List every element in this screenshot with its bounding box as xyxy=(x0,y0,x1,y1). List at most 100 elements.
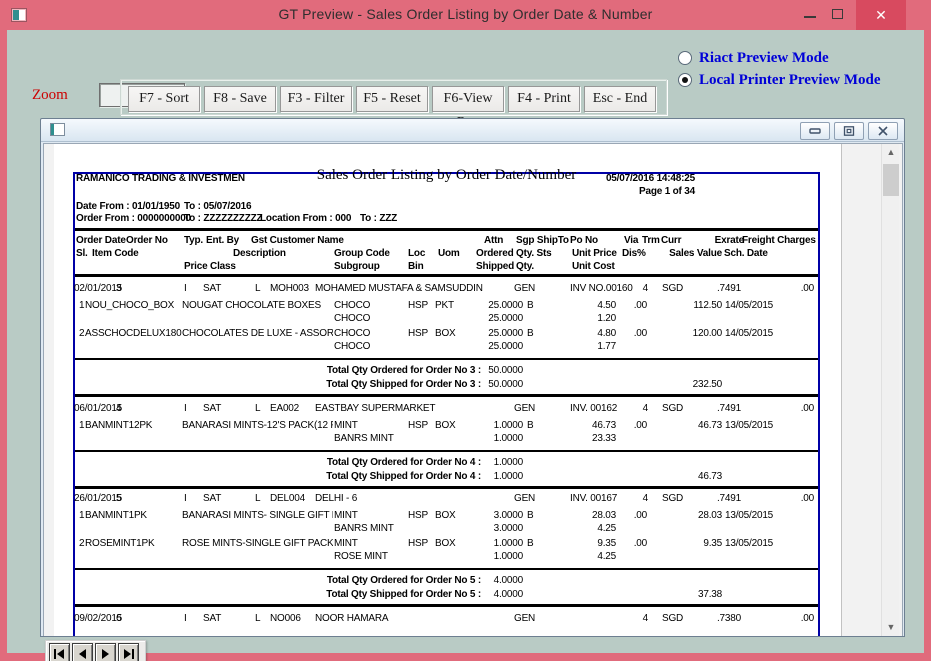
next-page-button[interactable] xyxy=(95,643,116,661)
view-rep-button[interactable]: F6-View Rep xyxy=(432,86,504,130)
filter-button[interactable]: F3 - Filter xyxy=(280,86,352,112)
report-cell: .00 xyxy=(633,538,648,549)
report-cell: Total Qty Ordered for Order No 3 : xyxy=(326,365,481,376)
report-cell: CHOCO xyxy=(334,300,371,311)
report-cell: 23.33 xyxy=(591,433,616,444)
report-separator-rule xyxy=(75,450,818,452)
report-cell: Sl. xyxy=(76,248,88,259)
report-cell: GEN xyxy=(514,283,536,294)
report-cell: NOUGAT CHOCOLATE BOXES xyxy=(182,300,321,311)
end-button[interactable]: Esc - End xyxy=(584,86,656,112)
report-cell: Ent. By xyxy=(206,235,240,246)
report-cell: B xyxy=(527,300,534,311)
previous-page-button[interactable] xyxy=(72,643,93,661)
last-page-button[interactable] xyxy=(118,643,139,661)
report-cell: Total Qty Shipped for Order No 5 : xyxy=(326,589,481,600)
radio-icon[interactable] xyxy=(678,51,692,65)
report-cell: 4.25 xyxy=(597,523,616,534)
report-cell: 1.0000 xyxy=(493,551,524,562)
report-cell: NOOR HAMARA xyxy=(315,613,389,624)
report-cell: HSP xyxy=(408,300,428,311)
report-cell: Group Code xyxy=(334,248,390,259)
save-button[interactable]: F8 - Save xyxy=(204,86,276,112)
radio-label: Riact Preview Mode xyxy=(699,50,829,66)
report-cell: 1 xyxy=(79,420,85,431)
preview-restore-button[interactable] xyxy=(834,122,864,140)
report-cell: .7491 xyxy=(716,403,741,414)
report-cell: B xyxy=(527,328,534,339)
close-button[interactable]: ✕ xyxy=(856,0,906,30)
report-cell: 13/05/2015 xyxy=(725,510,774,521)
report-cell: 05/07/2016 14:48:25 xyxy=(605,173,695,184)
report-cell: Dis% xyxy=(622,248,646,259)
vertical-scrollbar[interactable]: ▲ ▼ xyxy=(881,144,899,636)
report-cell: Sgp ShipTo xyxy=(516,235,569,246)
report-cell: 9.35 xyxy=(703,538,722,549)
report-cell: DELHI - 6 xyxy=(315,493,358,504)
report-cell: HSP xyxy=(408,510,428,521)
report-cell: Gst Customer Name xyxy=(251,235,344,246)
report-cell: Order No xyxy=(126,235,168,246)
maximize-button[interactable] xyxy=(824,0,852,30)
preview-minimize-button[interactable] xyxy=(800,122,830,140)
report-cell: INV. 00167 xyxy=(570,493,618,504)
report-cell: 6 xyxy=(116,613,122,624)
report-cell: Exrate xyxy=(714,235,745,246)
report-cell: MOH003 xyxy=(270,283,309,294)
report-cell: I xyxy=(184,613,187,624)
report-cell: 25.0000 xyxy=(488,341,523,352)
report-cell: BANMINT1PK xyxy=(85,510,147,521)
report-cell: 4.50 xyxy=(597,300,616,311)
report-cell: Loc xyxy=(408,248,426,259)
report-cell: Date From : 01/01/1950 xyxy=(76,201,180,212)
report-cell: L xyxy=(255,613,261,624)
report-cell: CHOCO xyxy=(334,328,371,339)
report-cell: INV NO.00160 xyxy=(570,283,633,294)
report-cell: Unit Price xyxy=(572,248,617,259)
scroll-up-icon[interactable]: ▲ xyxy=(886,147,896,157)
report-cell: To : ZZZZZZZZZZ xyxy=(184,213,263,224)
scroll-down-icon[interactable]: ▼ xyxy=(886,622,896,632)
radio-icon[interactable] xyxy=(678,73,692,87)
report-cell: BANRS MINT xyxy=(334,433,394,444)
report-cell: INV. 00162 xyxy=(570,403,618,414)
report-cell: Sales Value xyxy=(669,248,722,259)
report-cell: 25.0000 xyxy=(488,328,523,339)
report-cell: Order Date xyxy=(76,235,126,246)
zoom-label: Zoom xyxy=(32,87,68,103)
sort-button[interactable]: F7 - Sort xyxy=(128,86,200,112)
report-cell: Qty. Sts xyxy=(516,248,552,259)
minimize-button[interactable] xyxy=(796,0,824,30)
report-cell: 1.0000 xyxy=(493,538,524,549)
report-cell: Total Qty Shipped for Order No 4 : xyxy=(326,471,481,482)
report-cell: BANARASI MINTS- SINGLE GIFT P xyxy=(182,510,333,521)
report-cell: HSP xyxy=(408,328,428,339)
report-cell: 4 xyxy=(642,283,649,294)
report-cell: .00 xyxy=(633,328,648,339)
report-cell: Via xyxy=(624,235,639,246)
report-cell: .00 xyxy=(800,493,815,504)
report-cell: Subgroup xyxy=(334,261,380,272)
previous-page-icon xyxy=(79,649,86,659)
reset-button[interactable]: F5 - Reset xyxy=(356,86,428,112)
report-cell: 25.0000 xyxy=(488,313,523,324)
preview-close-button[interactable] xyxy=(868,122,898,140)
report-cell: SAT xyxy=(203,613,222,624)
report-cell: 1.0000 xyxy=(493,433,524,444)
report-cell: ROSE MINTS-SINGLE GIFT PACK xyxy=(182,538,333,549)
report-cell: 3.0000 xyxy=(493,523,524,534)
report-cell: MINT xyxy=(334,510,358,521)
report-cell: B xyxy=(527,420,534,431)
first-page-button[interactable] xyxy=(49,643,70,661)
report-cell: Po No xyxy=(570,235,598,246)
toolbar-panel xyxy=(120,79,667,115)
report-page: RAMANICO TRADING & INVESTMEN Sales Order … xyxy=(54,144,842,636)
print-button[interactable]: F4 - Print xyxy=(508,86,580,112)
scrollbar-thumb[interactable] xyxy=(883,164,899,196)
report-cell: SGD xyxy=(662,613,684,624)
report-cell: MINT xyxy=(334,420,358,431)
report-cell: I xyxy=(184,403,187,414)
preview-titlebar[interactable] xyxy=(41,119,904,142)
report-cell: 14/05/2015 xyxy=(725,300,774,311)
